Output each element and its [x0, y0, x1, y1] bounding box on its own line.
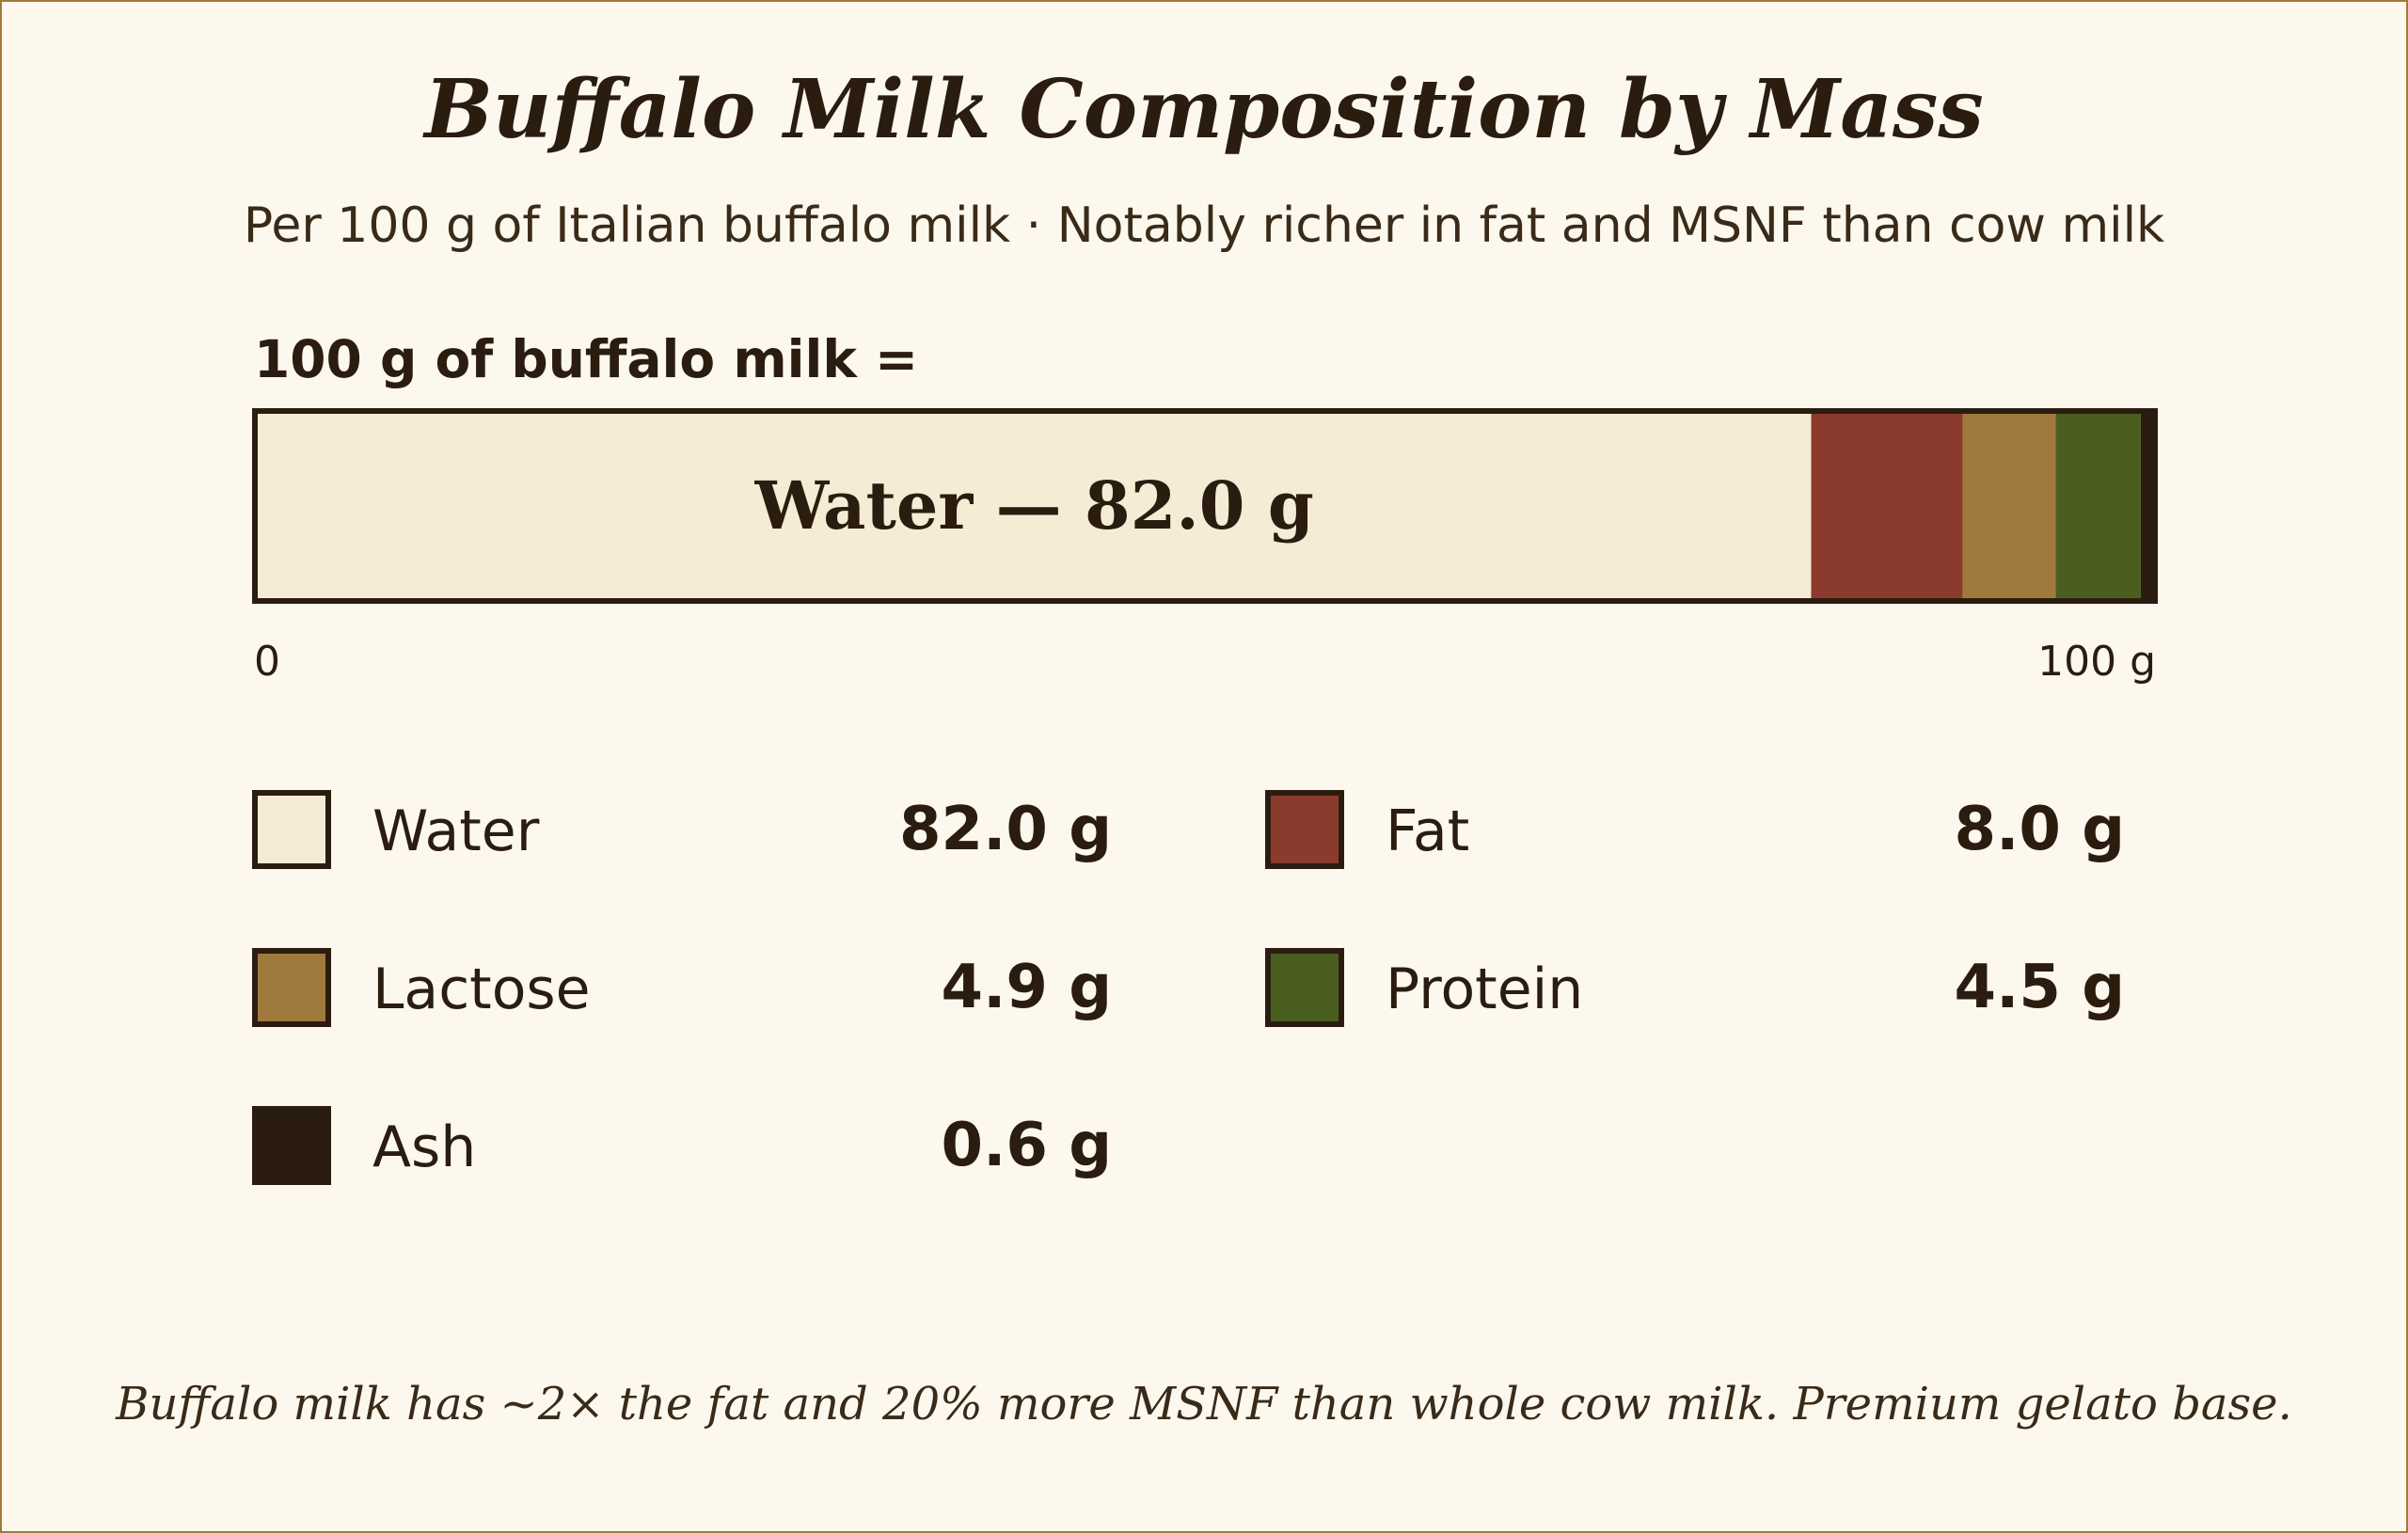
- legend-item-lactose: Lactose 4.9 g: [252, 948, 1112, 1038]
- legend-item-water: Water 82.0 g: [252, 790, 1112, 880]
- legend-swatch-ash: [252, 1106, 331, 1185]
- chart-subtitle: Per 100 g of Italian buffalo milk · Nota…: [243, 198, 2165, 254]
- bar-heading: 100 g of buffalo milk =: [254, 329, 919, 389]
- legend-swatch-fat: [1265, 790, 1344, 869]
- legend-swatch-protein: [1265, 948, 1344, 1027]
- bar-segment-ash: [2140, 414, 2152, 598]
- legend-item-protein: Protein 4.5 g: [1265, 948, 2125, 1038]
- bar-segment-protein: [2055, 414, 2141, 598]
- stacked-bar: Water — 82.0 g: [252, 408, 2158, 604]
- legend-swatch-water: [252, 790, 331, 869]
- legend-label: Protein: [1386, 956, 1584, 1022]
- stacked-bar-svg: Water — 82.0 g: [252, 408, 2158, 604]
- bar-segment-fat: [1811, 414, 1963, 598]
- legend-item-fat: Fat 8.0 g: [1265, 790, 2125, 880]
- legend-value: 8.0 g: [1954, 795, 2125, 864]
- legend-label: Fat: [1386, 798, 1470, 864]
- axis-min-label: 0: [254, 638, 280, 686]
- bar-inner-label: Water — 82.0 g: [754, 466, 1314, 545]
- legend-label: Lactose: [372, 956, 591, 1022]
- legend-value: 4.9 g: [941, 953, 1112, 1022]
- legend-swatch-lactose: [252, 948, 331, 1027]
- legend-item-ash: Ash 0.6 g: [252, 1106, 1112, 1196]
- bar-segment-lactose: [1962, 414, 2056, 598]
- legend-value: 0.6 g: [941, 1111, 1112, 1180]
- legend-value: 82.0 g: [899, 795, 1112, 864]
- chart-title: Buffalo Milk Composition by Mass: [424, 62, 1984, 157]
- legend-label: Ash: [372, 1114, 477, 1180]
- axis-max-label: 100 g: [2037, 638, 2156, 686]
- legend-label: Water: [372, 798, 540, 864]
- legend-value: 4.5 g: [1954, 953, 2125, 1022]
- bar-segment-water: [258, 414, 1812, 598]
- bar-outline: [252, 408, 2158, 604]
- footnote: Buffalo milk has ~2× the fat and 20% mor…: [116, 1378, 2292, 1430]
